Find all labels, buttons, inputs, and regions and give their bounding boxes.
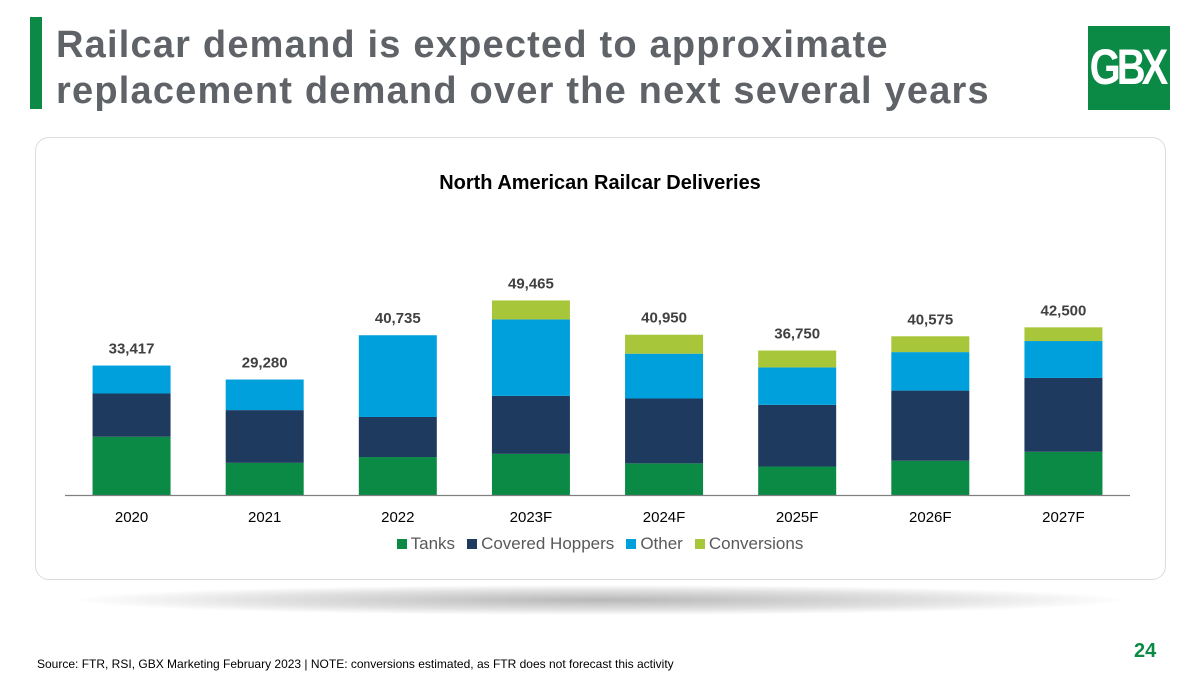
legend-label: Conversions xyxy=(708,534,804,553)
x-tick-label-2023f: 2023F xyxy=(510,509,553,526)
bar-tanks-2021 xyxy=(225,462,304,495)
bar-covered-hoppers-2025f xyxy=(758,404,837,467)
legend-swatch xyxy=(626,539,637,549)
page-number: 24 xyxy=(1134,640,1157,662)
bar-tanks-2025f xyxy=(758,466,837,495)
x-tick-label-2022: 2022 xyxy=(381,509,414,526)
total-label-2025f: 36,750 xyxy=(774,326,820,343)
legend-swatch xyxy=(467,539,478,549)
slide-title-line-1: Railcar demand is expected to approximat… xyxy=(56,24,889,66)
bar-other-2020 xyxy=(92,365,171,394)
legend-label: Other xyxy=(640,534,683,553)
bar-tanks-2026f xyxy=(891,460,970,495)
bar-conversions-2026f xyxy=(891,336,970,353)
bar-conversions-2024f xyxy=(625,334,704,354)
x-tick-label-2020: 2020 xyxy=(115,509,148,526)
bar-other-2022 xyxy=(358,335,437,417)
bar-other-2026f xyxy=(891,352,970,391)
bar-covered-hoppers-2026f xyxy=(891,390,970,461)
bar-tanks-2024f xyxy=(625,463,704,495)
bar-other-2024f xyxy=(625,353,704,399)
bar-covered-hoppers-2027f xyxy=(1024,377,1103,452)
total-label-2022: 40,735 xyxy=(375,310,421,327)
x-tick-label-2021: 2021 xyxy=(248,509,281,526)
bar-other-2025f xyxy=(758,367,837,405)
x-tick-label-2026f: 2026F xyxy=(909,509,952,526)
bar-tanks-2027f xyxy=(1024,451,1103,495)
legend-label: Tanks xyxy=(410,534,456,553)
slide-title-line-2: replacement demand over the next several… xyxy=(56,70,990,112)
legend-swatch xyxy=(396,539,407,549)
bar-other-2023f xyxy=(491,319,570,396)
gbx-logo: GBX xyxy=(1088,26,1170,110)
legend-swatch xyxy=(694,539,705,549)
x-tick-label-2025f: 2025F xyxy=(776,509,819,526)
chart-panel xyxy=(35,137,1166,580)
total-label-2023f: 49,465 xyxy=(508,275,554,292)
bar-tanks-2020 xyxy=(92,436,171,495)
title-accent-bar xyxy=(30,17,42,109)
x-tick-label-2027f: 2027F xyxy=(1042,509,1085,526)
total-label-2024f: 40,950 xyxy=(641,310,687,327)
total-label-2020: 33,417 xyxy=(109,341,155,358)
bar-conversions-2023f xyxy=(491,300,570,320)
bar-other-2027f xyxy=(1024,341,1103,378)
bar-conversions-2027f xyxy=(1024,327,1103,342)
bar-tanks-2022 xyxy=(358,457,437,495)
legend-item-covered-hoppers: Covered Hoppers xyxy=(467,534,614,554)
bar-covered-hoppers-2023f xyxy=(491,395,570,454)
total-label-2026f: 40,575 xyxy=(907,311,953,328)
bar-tanks-2023f xyxy=(491,453,570,495)
legend-item-other: Other xyxy=(626,534,683,554)
legend-label: Covered Hoppers xyxy=(481,534,615,553)
slide-title: Railcar demand is expected to approximat… xyxy=(56,22,990,114)
bar-covered-hoppers-2022 xyxy=(358,416,437,458)
legend-item-conversions: Conversions xyxy=(694,534,804,554)
bar-conversions-2025f xyxy=(758,350,837,368)
panel-shadow xyxy=(80,585,1120,615)
chart-title: North American Railcar Deliveries xyxy=(439,172,761,194)
bar-covered-hoppers-2020 xyxy=(92,393,171,437)
total-label-2021: 29,280 xyxy=(242,355,288,372)
source-note: Source: FTR, RSI, GBX Marketing February… xyxy=(37,657,674,671)
x-tick-label-2024f: 2024F xyxy=(643,509,686,526)
bar-covered-hoppers-2021 xyxy=(225,410,304,463)
total-label-2027f: 42,500 xyxy=(1040,302,1086,319)
bar-covered-hoppers-2024f xyxy=(625,398,704,464)
chart-legend: Tanks Covered Hoppers Other Conversions xyxy=(0,534,1200,554)
legend-item-tanks: Tanks xyxy=(396,534,456,554)
bar-other-2021 xyxy=(225,379,304,411)
gbx-logo-text: GBX xyxy=(1089,39,1169,95)
